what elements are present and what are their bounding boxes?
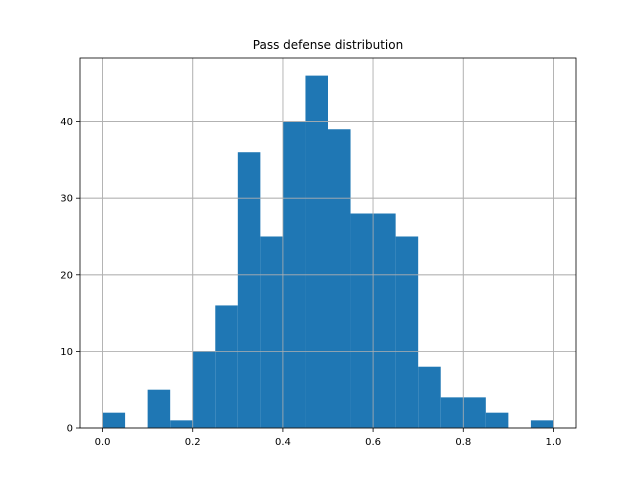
histogram-bar	[373, 213, 396, 428]
histogram-bar	[463, 397, 486, 428]
histogram-bar	[102, 412, 126, 428]
histogram-bar	[350, 213, 374, 428]
chart-title: Pass defense distribution	[253, 38, 403, 52]
x-tick-label: 0.6	[365, 437, 381, 448]
y-tick-label: 40	[60, 117, 73, 128]
histogram-bars	[80, 58, 576, 429]
y-tick-label: 30	[60, 194, 73, 205]
histogram-bar	[192, 351, 216, 428]
histogram-bar	[418, 366, 441, 428]
y-tick-label: 0	[67, 424, 73, 435]
histogram-bar	[237, 152, 261, 428]
x-tick-label: 0.0	[95, 437, 111, 448]
histogram-bar	[305, 75, 328, 428]
histogram-bar	[215, 305, 238, 428]
histogram-bar	[440, 397, 464, 428]
histogram-bar	[170, 420, 193, 428]
histogram-bar	[530, 420, 554, 428]
histogram-bar	[260, 236, 283, 428]
histogram-bar	[395, 236, 419, 428]
x-tick-label: 0.4	[275, 437, 291, 448]
y-tick-label: 20	[60, 270, 73, 281]
histogram-bar	[485, 412, 509, 428]
axes	[79, 57, 577, 429]
y-tick-label: 10	[60, 347, 73, 358]
histogram-bar	[147, 389, 171, 428]
y-axis-ticks: 0 10 20 30 40	[60, 117, 80, 435]
x-tick-label: 0.2	[185, 437, 201, 448]
x-axis-ticks: 0.0 0.2 0.4 0.6 0.8 1.0	[95, 428, 562, 448]
x-tick-label: 0.8	[455, 437, 471, 448]
histogram-bar	[328, 129, 351, 428]
x-tick-label: 1.0	[546, 437, 562, 448]
plot-frame	[79, 57, 577, 429]
